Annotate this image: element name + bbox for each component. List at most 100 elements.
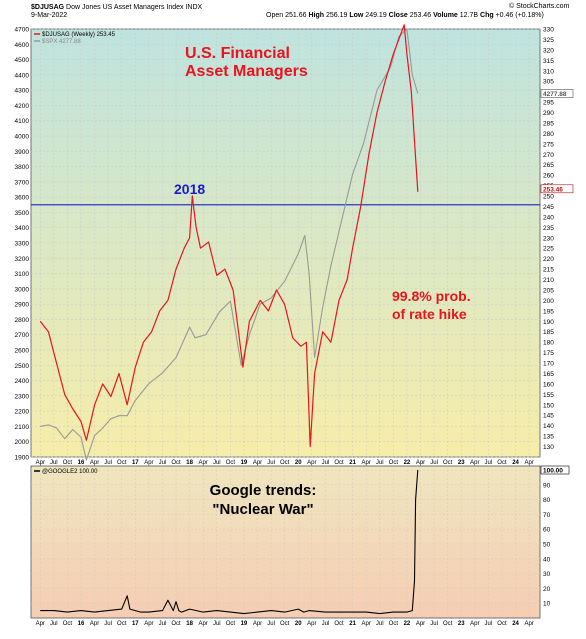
right-axis-tick-label: 305: [543, 79, 554, 86]
annotation-2018-level: 2018: [174, 181, 205, 197]
x-axis-tick-label: Jul: [104, 460, 112, 466]
left-axis-tick-label: 3100: [15, 271, 30, 278]
right-axis-tick-label: 195: [543, 308, 554, 315]
x-axis-tick-label: 21: [349, 621, 356, 627]
x-axis-tick-label: Apr: [144, 460, 153, 466]
left-axis-tick-label: 4300: [15, 88, 30, 95]
x-axis-tick-label: Oct: [117, 621, 127, 627]
google-axis-tick-label: 60: [543, 527, 551, 534]
open-label: Open: [266, 12, 284, 19]
x-axis-tick-label: Oct: [389, 621, 399, 627]
x-axis-tick-label: Jul: [322, 460, 330, 466]
x-axis-tick-label: Apr: [524, 621, 533, 627]
x-axis-tick-label: Jul: [50, 460, 58, 466]
google-axis-tick-label: 90: [543, 482, 551, 489]
x-axis-tick-label: Jul: [485, 621, 493, 627]
x-axis-tick-label: Apr: [361, 621, 370, 627]
volume-value: 12.7B: [459, 12, 479, 19]
source-credit: © StockCharts.com: [509, 3, 570, 10]
left-axis-tick-label: 2800: [15, 317, 30, 324]
x-axis-tick-label: Apr: [36, 460, 45, 466]
annotation-title-line1: U.S. Financial: [185, 45, 290, 62]
header-description: Dow Jones US Asset Managers Index INDX: [66, 4, 203, 11]
left-axis-tick-label: 4200: [15, 103, 30, 110]
x-axis-tick-label: Apr: [36, 621, 45, 627]
left-axis-tick-label: 2100: [15, 424, 30, 431]
right-axis-tick-label: 270: [543, 152, 554, 159]
x-axis-tick-label: Jul: [104, 621, 112, 627]
left-axis-tick-label: 4100: [15, 118, 30, 125]
x-axis-tick-label: Jul: [322, 621, 330, 627]
x-axis-tick-label: Apr: [90, 621, 99, 627]
left-axis-tick-label: 3700: [15, 179, 30, 186]
x-axis-tick-label: Oct: [226, 460, 236, 466]
right-axis-tick-label: 145: [543, 413, 554, 420]
right-axis-tick-label: 225: [543, 246, 554, 253]
right-axis-tick-label: 235: [543, 225, 554, 232]
x-axis-tick-label: 19: [241, 621, 248, 627]
header-symbol: $DJUSAG: [31, 4, 65, 11]
header-date: 9-Mar-2022: [31, 12, 68, 19]
x-axis-tick-label: 17: [132, 460, 139, 466]
left-axis-tick-label: 2500: [15, 363, 30, 370]
x-axis-tick-label: Oct: [63, 460, 73, 466]
x-axis-tick-label: Oct: [280, 621, 290, 627]
right-axis-tick-label: 280: [543, 131, 554, 138]
right-axis-tick-label: 210: [543, 277, 554, 284]
x-axis-tick-label: Jul: [159, 621, 167, 627]
x-axis-tick-label: Oct: [443, 460, 453, 466]
left-axis-tick-label: 2600: [15, 348, 30, 355]
google-axis-tick-label: 70: [543, 512, 551, 519]
series-line-spx: [40, 28, 419, 461]
x-axis-tick-label: Apr: [199, 621, 208, 627]
x-axis-tick-label: Jul: [430, 621, 438, 627]
x-axis-tick-label: Oct: [334, 460, 344, 466]
x-axis-tick-label: 23: [458, 621, 465, 627]
right-axis-tick-label: 130: [543, 444, 554, 451]
volume-label: Volume: [433, 12, 458, 19]
right-axis-tick-label: 150: [543, 402, 554, 409]
x-axis-tick-label: 16: [78, 460, 85, 466]
right-axis-tick-label: 240: [543, 214, 554, 221]
left-axis-tick-label: 2300: [15, 393, 30, 400]
x-axis-tick-label: 18: [186, 460, 193, 466]
right-axis-tick-label: 175: [543, 350, 554, 357]
x-axis-tick-label: 18: [186, 621, 193, 627]
right-axis-tick-label: 205: [543, 287, 554, 294]
open-value: 251.66: [285, 12, 307, 19]
left-axis-tick-label: 4600: [15, 42, 30, 49]
x-axis-tick-label: Apr: [524, 460, 533, 466]
x-axis-tick-label: Jul: [430, 460, 438, 466]
x-axis-tick-label: Oct: [171, 460, 181, 466]
price-tag-label: 253.46: [543, 186, 563, 193]
right-axis-tick-label: 310: [543, 68, 554, 75]
x-axis-tick-label: 24: [512, 621, 519, 627]
x-axis-tick-label: Apr: [470, 621, 479, 627]
left-axis-tick-label: 2400: [15, 378, 30, 385]
x-axis-tick-label: Apr: [416, 621, 425, 627]
series-line-djusag: [39, 24, 419, 448]
left-axis-tick-label: 2900: [15, 302, 30, 309]
left-axis-tick-label: 2000: [15, 439, 30, 446]
left-axis-tick-label: 2200: [15, 409, 30, 416]
right-axis-tick-label: 265: [543, 162, 554, 169]
x-axis-tick-label: Jul: [267, 621, 275, 627]
x-axis-tick-label: Oct: [280, 460, 290, 466]
google-panel-background: [30, 465, 541, 619]
left-axis-tick-label: 3500: [15, 210, 30, 217]
left-axis-tick-label: 3600: [15, 195, 30, 202]
x-axis-tick-label: Oct: [497, 621, 507, 627]
annotation-rate-hike-line1: 99.8% prob.: [392, 288, 471, 304]
legend-entry: $SPX 4277.88: [42, 39, 81, 45]
x-axis-tick-label: Oct: [226, 621, 236, 627]
x-axis-tick-label: Apr: [90, 460, 99, 466]
right-axis-tick-label: 140: [543, 423, 554, 430]
annotation-google-trends-line2: "Nuclear War": [212, 501, 313, 518]
x-axis-tick-label: 20: [295, 621, 302, 627]
right-axis-tick-label: 200: [543, 298, 554, 305]
right-axis-tick-label: 170: [543, 361, 554, 368]
x-axis-tick-label: Oct: [497, 460, 507, 466]
right-axis-tick-label: 190: [543, 319, 554, 326]
x-axis-tick-label: Apr: [144, 621, 153, 627]
